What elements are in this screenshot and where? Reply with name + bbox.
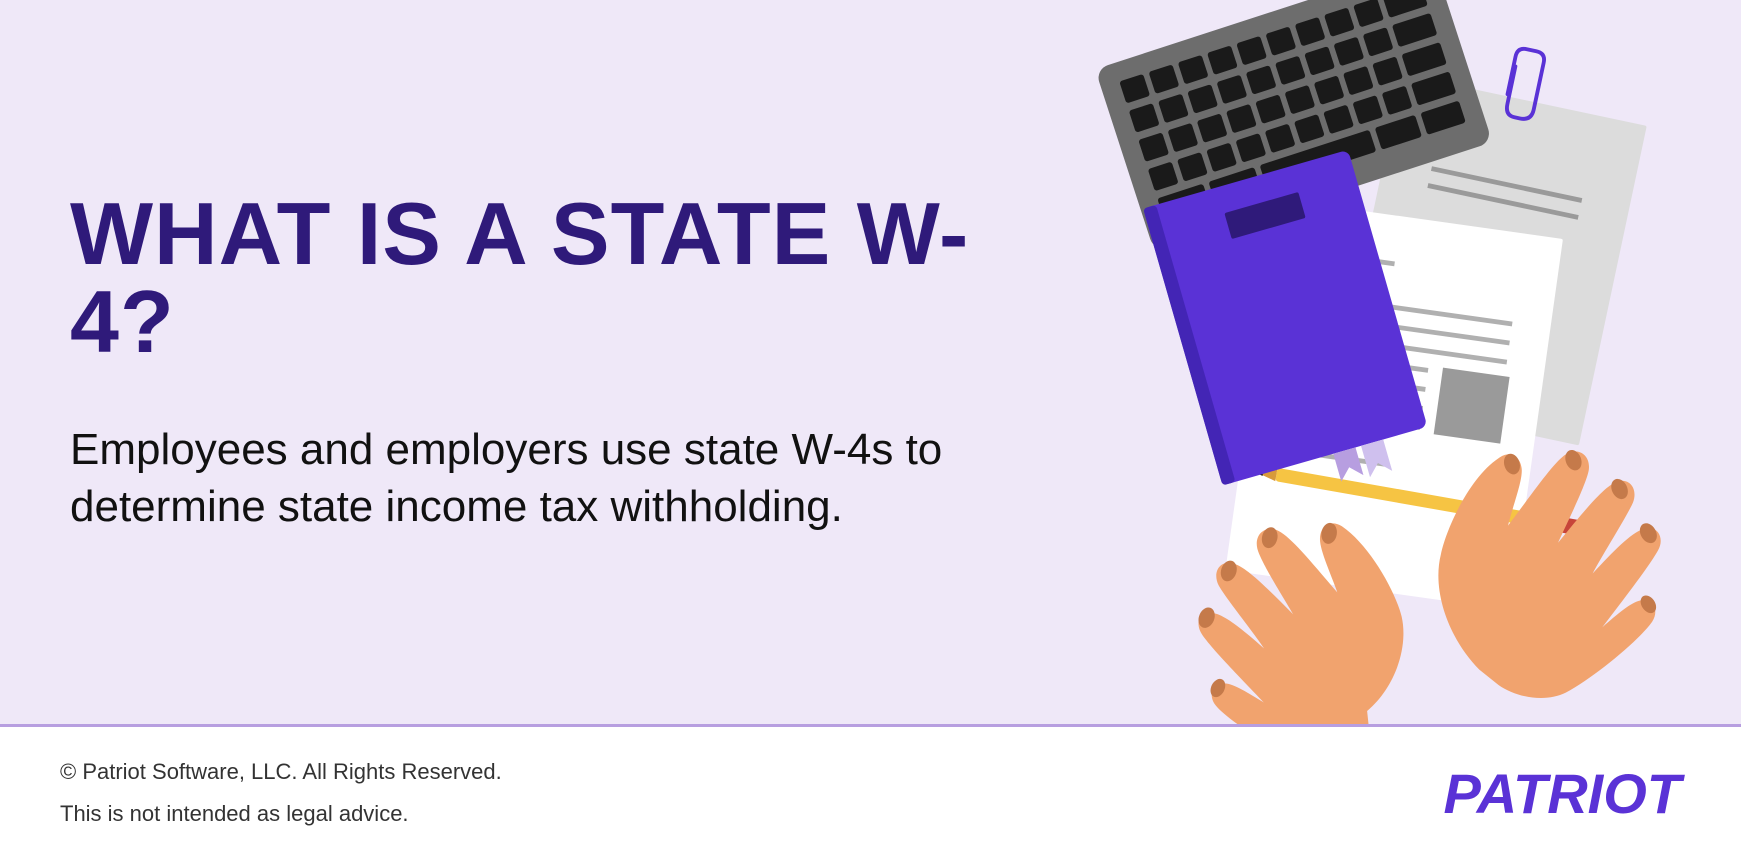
text-block: WHAT IS A STATE W-4? Employees and emplo… bbox=[70, 190, 999, 535]
illustration bbox=[999, 0, 1671, 724]
brand-logo: PATRIOT bbox=[1444, 761, 1681, 826]
body-copy: Employees and employers use state W-4s t… bbox=[70, 421, 999, 535]
headline: WHAT IS A STATE W-4? bbox=[70, 190, 999, 366]
workspace-illustration bbox=[999, 0, 1671, 724]
copyright-text: © Patriot Software, LLC. All Rights Rese… bbox=[60, 751, 502, 793]
main-panel: WHAT IS A STATE W-4? Employees and emplo… bbox=[0, 0, 1741, 724]
footer-text: © Patriot Software, LLC. All Rights Rese… bbox=[60, 751, 502, 835]
footer: © Patriot Software, LLC. All Rights Rese… bbox=[0, 727, 1741, 861]
disclaimer-text: This is not intended as legal advice. bbox=[60, 793, 502, 835]
